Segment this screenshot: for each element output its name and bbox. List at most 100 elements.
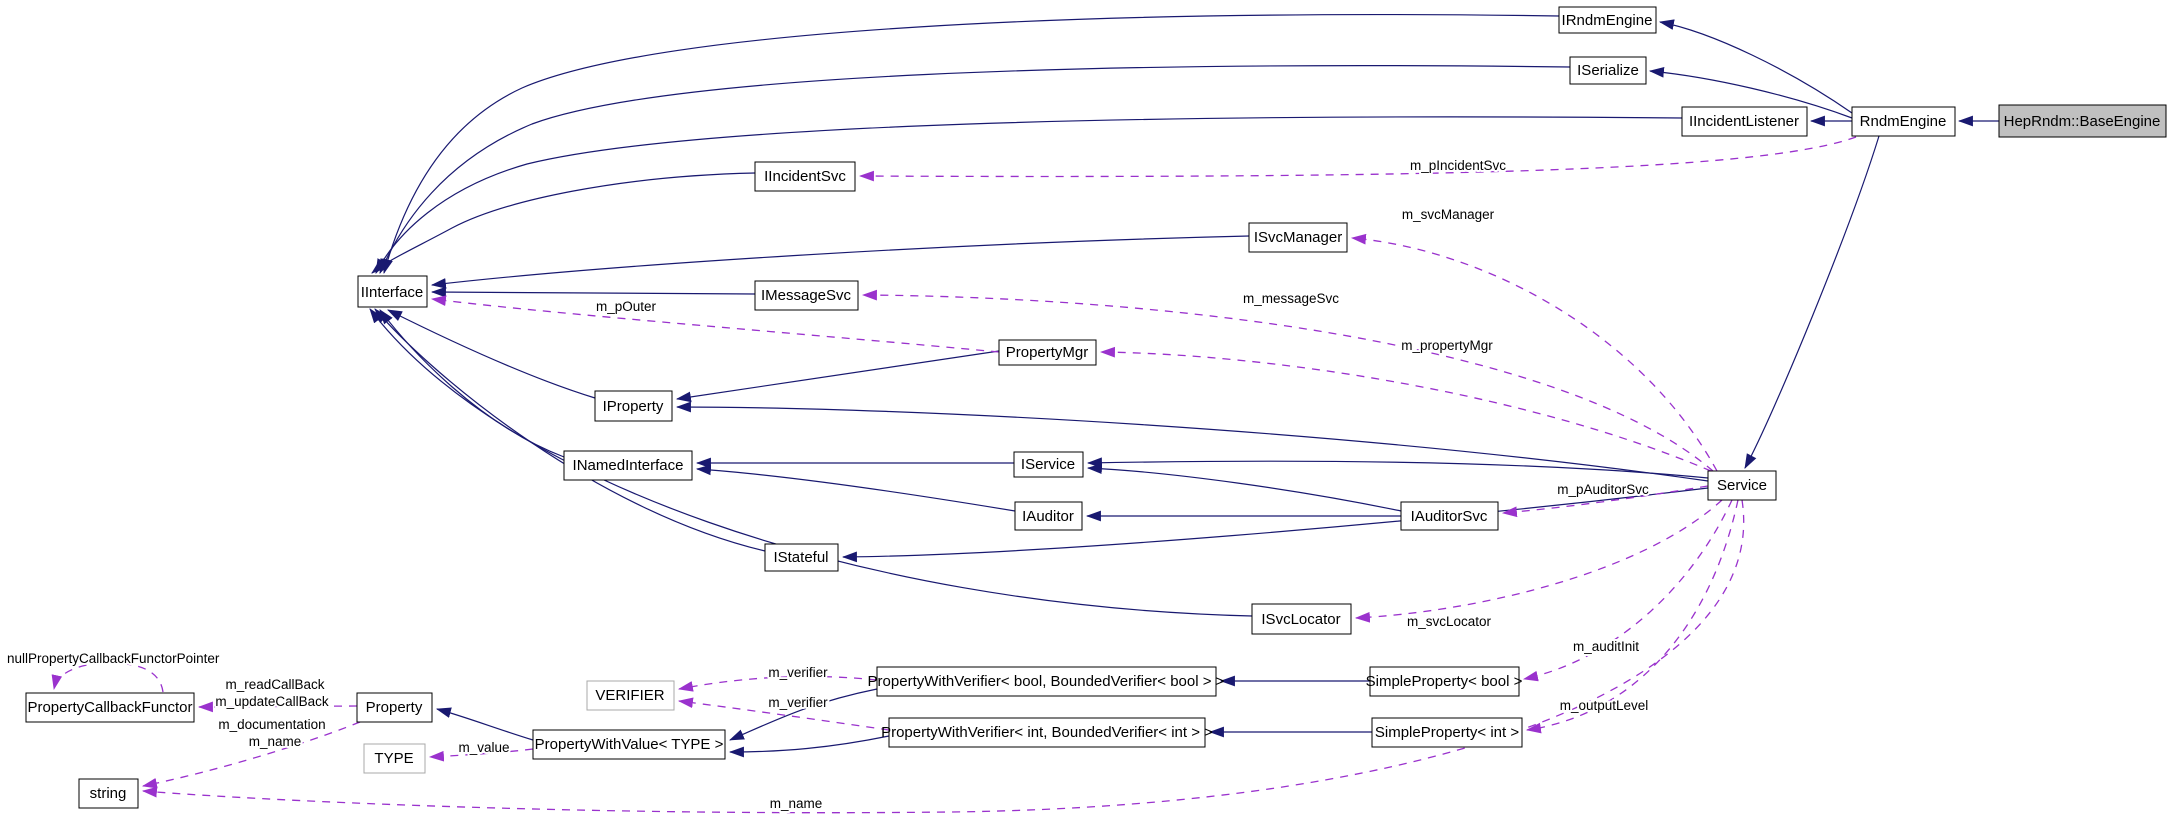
node-isvcmanager[interactable]: ISvcManager	[1248, 222, 1348, 253]
node-iauditorsvc[interactable]: IAuditorSvc	[1400, 501, 1499, 531]
edge-isvclocator-iinterface	[369, 308, 1253, 617]
node-service[interactable]: Service	[1707, 470, 1777, 501]
node-istateful-label: IStateful	[773, 549, 828, 566]
label-m-pincidentsvc: m_pIncidentSvc	[1410, 158, 1506, 173]
node-iserialize-box[interactable]	[1569, 56, 1647, 85]
label-m-svcmanager: m_svcManager	[1402, 207, 1495, 222]
node-isvclocator-box[interactable]	[1251, 603, 1352, 635]
node-propertywithvalue[interactable]: PropertyWithValue< TYPE >	[532, 729, 726, 760]
node-iproperty[interactable]: IProperty	[594, 390, 673, 422]
node-simpleproperty-bool-box[interactable]	[1369, 666, 1520, 697]
label-m-pauditorsvc: m_pAuditorSvc	[1557, 482, 1649, 497]
node-simpleproperty-bool-label: SimpleProperty< bool >	[1366, 673, 1523, 690]
edge-iincidentlistener-iinterface	[375, 116, 1683, 274]
node-propertywithverifier-bool[interactable]: PropertyWithVerifier< bool, BoundedVerif…	[868, 666, 1225, 697]
node-iservice-label: IService	[1021, 456, 1075, 473]
node-iserialize-label: ISerialize	[1577, 62, 1639, 79]
node-iinterface[interactable]: IInterface	[357, 275, 428, 308]
edge-propertywithvalue-type	[428, 748, 534, 762]
label-m-updatecallback: m_updateCallBack	[215, 694, 329, 709]
edge-rndmengine-irndmengine	[1658, 19, 1853, 114]
node-service-box[interactable]	[1707, 470, 1777, 501]
edge-imessagesvc-iinterface	[430, 286, 756, 298]
node-iincidentlistener-label: IIncidentListener	[1689, 113, 1799, 130]
node-iinterface-box[interactable]	[357, 275, 428, 308]
node-property-box[interactable]	[356, 692, 433, 723]
node-iauditorsvc-label: IAuditorSvc	[1411, 508, 1488, 525]
label-m-svclocator: m_svcLocator	[1407, 614, 1492, 629]
edge-labels: m_pIncidentSvc m_svcManager m_messageSvc…	[5, 156, 1651, 813]
node-propertymgr[interactable]: PropertyMgr	[998, 339, 1097, 366]
inheritance-edges	[369, 14, 1999, 758]
node-property[interactable]: Property	[356, 692, 433, 723]
node-isvclocator[interactable]: ISvcLocator	[1251, 603, 1352, 635]
node-iservice[interactable]: IService	[1013, 451, 1084, 478]
node-iauditorsvc-box[interactable]	[1400, 501, 1499, 531]
node-iproperty-box[interactable]	[594, 390, 673, 422]
label-m-propertymgr: m_propertyMgr	[1401, 338, 1493, 353]
label-m-verifier-top: m_verifier	[768, 665, 828, 680]
node-type: TYPE	[363, 743, 426, 774]
node-service-label: Service	[1717, 477, 1767, 494]
node-irndmengine[interactable]: IRndmEngine	[1558, 6, 1657, 34]
label-m-verifier-bottom: m_verifier	[768, 695, 828, 710]
edge-pwvbool-propertywithvalue	[729, 688, 878, 741]
edge-service-string	[141, 499, 1745, 814]
edge-service-iauditorsvc	[1501, 485, 1709, 518]
edge-rndmengine-iserialize	[1648, 67, 1853, 119]
edge-service-isvcmanager	[1350, 233, 1718, 472]
node-inamedinterface-box[interactable]	[563, 450, 693, 481]
edge-pwvbool-verifier	[677, 675, 878, 692]
node-iproperty-label: IProperty	[603, 398, 664, 415]
node-inamedinterface[interactable]: INamedInterface	[563, 450, 693, 481]
edge-rndmengine-iincidentsvc	[858, 136, 1857, 182]
node-rndmengine[interactable]: RndmEngine	[1851, 106, 1956, 137]
node-propertywithvalue-box[interactable]	[532, 729, 726, 760]
node-irndmengine-label: IRndmEngine	[1562, 12, 1653, 29]
node-istateful[interactable]: IStateful	[764, 543, 839, 572]
edge-iauditor-inamedinterface	[695, 464, 1016, 512]
node-verifier-label: VERIFIER	[595, 687, 664, 704]
node-propertywithverifier-bool-box[interactable]	[876, 666, 1217, 697]
label-m-messagesvc: m_messageSvc	[1243, 291, 1339, 306]
edge-service-istateful	[841, 487, 1709, 563]
node-iauditor[interactable]: IAuditor	[1014, 501, 1083, 531]
node-rndmengine-box[interactable]	[1851, 106, 1956, 137]
edge-propertywithvalue-property	[435, 707, 534, 741]
node-propertymgr-label: PropertyMgr	[1006, 344, 1089, 361]
node-iincidentlistener-box[interactable]	[1681, 106, 1808, 137]
node-iserialize[interactable]: ISerialize	[1569, 56, 1647, 85]
edge-service-iproperty	[675, 401, 1709, 482]
node-irndmengine-box[interactable]	[1558, 6, 1657, 34]
edge-istateful-iinterface	[374, 308, 766, 552]
node-isvcmanager-box[interactable]	[1248, 222, 1348, 253]
node-heprndm-baseengine-label: HepRndm::BaseEngine	[2004, 113, 2161, 130]
node-imessagesvc[interactable]: IMessageSvc	[754, 280, 859, 311]
node-simpleproperty-bool[interactable]: SimpleProperty< bool >	[1366, 666, 1523, 697]
node-propertycallbackfunctor[interactable]: PropertyCallbackFunctor	[25, 692, 195, 723]
node-istateful-box[interactable]	[764, 543, 839, 572]
node-simpleproperty-int-box[interactable]	[1371, 717, 1523, 748]
node-simpleproperty-int[interactable]: SimpleProperty< int >	[1371, 717, 1523, 748]
edge-service-propertymgr	[1099, 346, 1712, 472]
node-propertymgr-box[interactable]	[998, 339, 1097, 366]
node-iincidentsvc[interactable]: IIncidentSvc	[754, 161, 856, 192]
node-string-box	[78, 778, 139, 809]
label-m-name-left: m_name	[249, 734, 302, 749]
node-imessagesvc-box[interactable]	[754, 280, 859, 311]
node-propertywithverifier-int[interactable]: PropertyWithVerifier< int, BoundedVerifi…	[881, 717, 1213, 748]
edge-service-imessagesvc	[861, 289, 1714, 472]
edge-inamedinterface-iinterface	[379, 309, 565, 458]
node-iincidentlistener[interactable]: IIncidentListener	[1681, 106, 1808, 137]
node-propertycallbackfunctor-label: PropertyCallbackFunctor	[27, 699, 192, 716]
node-iauditor-box[interactable]	[1014, 501, 1083, 531]
node-iincidentsvc-box[interactable]	[754, 161, 856, 192]
node-propertywithverifier-int-box[interactable]	[888, 717, 1206, 748]
node-iservice-box[interactable]	[1013, 451, 1084, 478]
node-string: string	[78, 778, 139, 809]
node-inamedinterface-label: INamedInterface	[573, 457, 684, 474]
node-simpleproperty-int-label: SimpleProperty< int >	[1375, 724, 1519, 741]
node-propertycallbackfunctor-box[interactable]	[25, 692, 195, 723]
edge-propertycallbackfunctor-self	[51, 662, 164, 693]
